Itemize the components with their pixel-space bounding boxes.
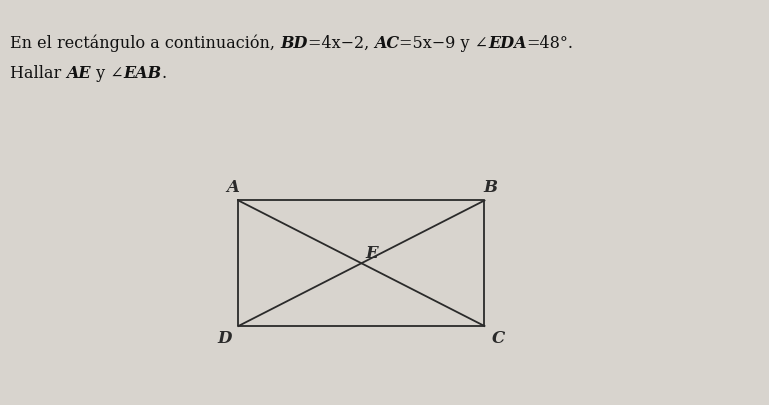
Text: .: . [161,65,167,82]
Text: E: E [365,245,378,262]
Text: Hallar: Hallar [10,65,66,82]
Text: =5x−9 y ∠: =5x−9 y ∠ [399,35,488,52]
Text: =48°.: =48°. [527,35,574,52]
Text: En el rectángulo a continuación,: En el rectángulo a continuación, [10,35,280,53]
Text: EDA: EDA [488,35,527,52]
Text: AC: AC [374,35,399,52]
Text: D: D [217,330,231,347]
Text: =4x−2,: =4x−2, [308,35,374,52]
Text: A: A [226,179,239,196]
Text: BD: BD [280,35,308,52]
Text: B: B [483,179,497,196]
Text: EAB: EAB [124,65,161,82]
Text: y ∠: y ∠ [91,65,124,82]
Text: AE: AE [66,65,91,82]
Text: C: C [491,330,504,347]
